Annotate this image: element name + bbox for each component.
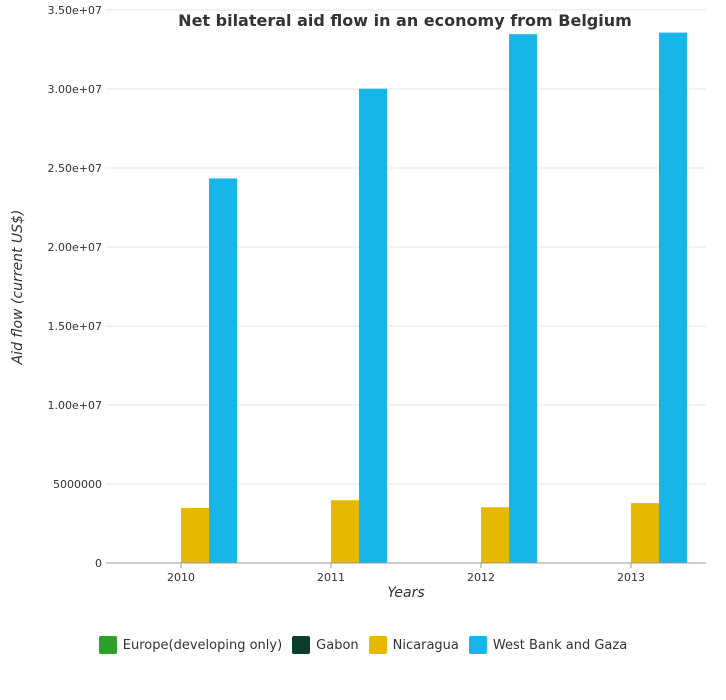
legend-item: Gabon bbox=[292, 636, 359, 654]
legend-item: Europe(developing only) bbox=[98, 636, 283, 654]
y-tick-label: 2.00e+07 bbox=[48, 241, 102, 254]
legend-label: Nicaragua bbox=[392, 637, 459, 653]
x-tick-label: 2011 bbox=[317, 571, 345, 584]
bar-nicaragua-2011 bbox=[331, 500, 359, 563]
bar-nicaragua-2012 bbox=[481, 507, 509, 563]
y-tick-label: 0 bbox=[95, 557, 102, 570]
y-tick-label: 3.50e+07 bbox=[48, 4, 102, 17]
legend: Europe(developing only) Gabon Nicaragua Wes… bbox=[0, 636, 726, 658]
x-axis-label: Years bbox=[387, 585, 424, 601]
bar-west-bank-and-gaza-2012 bbox=[509, 34, 537, 563]
y-tick-label: 3.00e+07 bbox=[48, 83, 102, 96]
legend-item: Nicaragua bbox=[368, 636, 459, 654]
y-axis-label: Aid flow (current US$) bbox=[10, 210, 26, 366]
legend-swatch bbox=[98, 636, 117, 654]
legend-swatch bbox=[468, 636, 487, 654]
chart-title: Net bilateral aid flow in an economy fro… bbox=[178, 11, 632, 30]
legend-swatch bbox=[292, 636, 311, 654]
y-tick-label: 2.50e+07 bbox=[48, 162, 102, 175]
x-axis-ticks: 2010 2011 2012 2013 bbox=[167, 563, 645, 584]
y-axis-ticks: 0 5000000 1.00e+07 1.50e+07 2.00e+07 2.50e+07… bbox=[48, 4, 102, 570]
legend-item: West Bank and Gaza bbox=[468, 636, 628, 654]
bar-west-bank-and-gaza-2013 bbox=[659, 32, 687, 564]
legend-label: Europe(developing only) bbox=[122, 637, 283, 653]
bar-nicaragua-2013 bbox=[631, 503, 659, 563]
legend-label: Gabon bbox=[316, 637, 359, 653]
y-tick-label: 1.00e+07 bbox=[48, 399, 102, 412]
y-tick-label: 5000000 bbox=[53, 478, 102, 491]
x-tick-label: 2010 bbox=[167, 571, 195, 584]
legend-swatch bbox=[368, 636, 387, 654]
x-tick-label: 2013 bbox=[617, 571, 645, 584]
bar-west-bank-and-gaza-2011 bbox=[359, 88, 387, 564]
legend-label: West Bank and Gaza bbox=[492, 637, 628, 653]
bar-nicaragua-2010 bbox=[181, 508, 209, 563]
gridlines bbox=[106, 9, 706, 564]
bar-west-bank-and-gaza-2010 bbox=[209, 178, 237, 564]
y-tick-label: 1.50e+07 bbox=[48, 320, 102, 333]
bars bbox=[125, 32, 687, 564]
x-tick-label: 2012 bbox=[467, 571, 495, 584]
